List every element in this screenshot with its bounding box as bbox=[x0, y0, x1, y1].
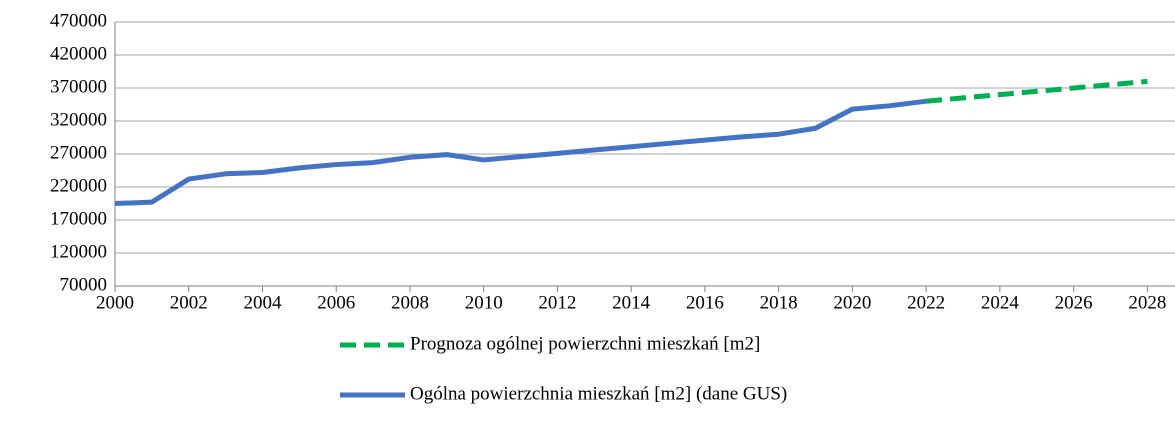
y-tick-label: 170000 bbox=[50, 208, 107, 229]
x-tick-label: 2000 bbox=[96, 292, 134, 313]
x-tick-label: 2022 bbox=[907, 292, 945, 313]
series-line bbox=[925, 78, 1148, 104]
x-tick-label: 2026 bbox=[1055, 292, 1093, 313]
legend-label: Prognoza ogólnej powierzchni mieszkań [m… bbox=[410, 333, 760, 354]
x-tick-label: 2014 bbox=[612, 292, 651, 313]
series-line bbox=[114, 98, 927, 206]
legend-label: Ogólna powierzchnia mieszkań [m2] (dane … bbox=[410, 383, 787, 404]
x-tick-label: 2016 bbox=[686, 292, 724, 313]
x-tick-label: 2018 bbox=[760, 292, 798, 313]
y-tick-label: 320000 bbox=[50, 109, 107, 130]
x-tick-label: 2008 bbox=[391, 292, 429, 313]
y-tick-label: 470000 bbox=[50, 10, 107, 31]
x-tick-label: 2020 bbox=[833, 292, 871, 313]
y-tick-label: 220000 bbox=[50, 175, 107, 196]
x-tick-label: 2002 bbox=[170, 292, 208, 313]
x-tick-label: 2004 bbox=[243, 292, 282, 313]
y-tick-label: 370000 bbox=[50, 76, 107, 97]
x-tick-label: 2024 bbox=[981, 292, 1020, 313]
x-tick-label: 2028 bbox=[1128, 292, 1166, 313]
x-tick-label: 2010 bbox=[465, 292, 503, 313]
y-tick-label: 270000 bbox=[50, 142, 107, 163]
y-tick-label: 420000 bbox=[50, 43, 107, 64]
x-tick-label: 2006 bbox=[317, 292, 355, 313]
y-tick-label: 70000 bbox=[60, 274, 108, 295]
x-tick-label: 2012 bbox=[538, 292, 576, 313]
y-tick-label: 120000 bbox=[50, 241, 107, 262]
